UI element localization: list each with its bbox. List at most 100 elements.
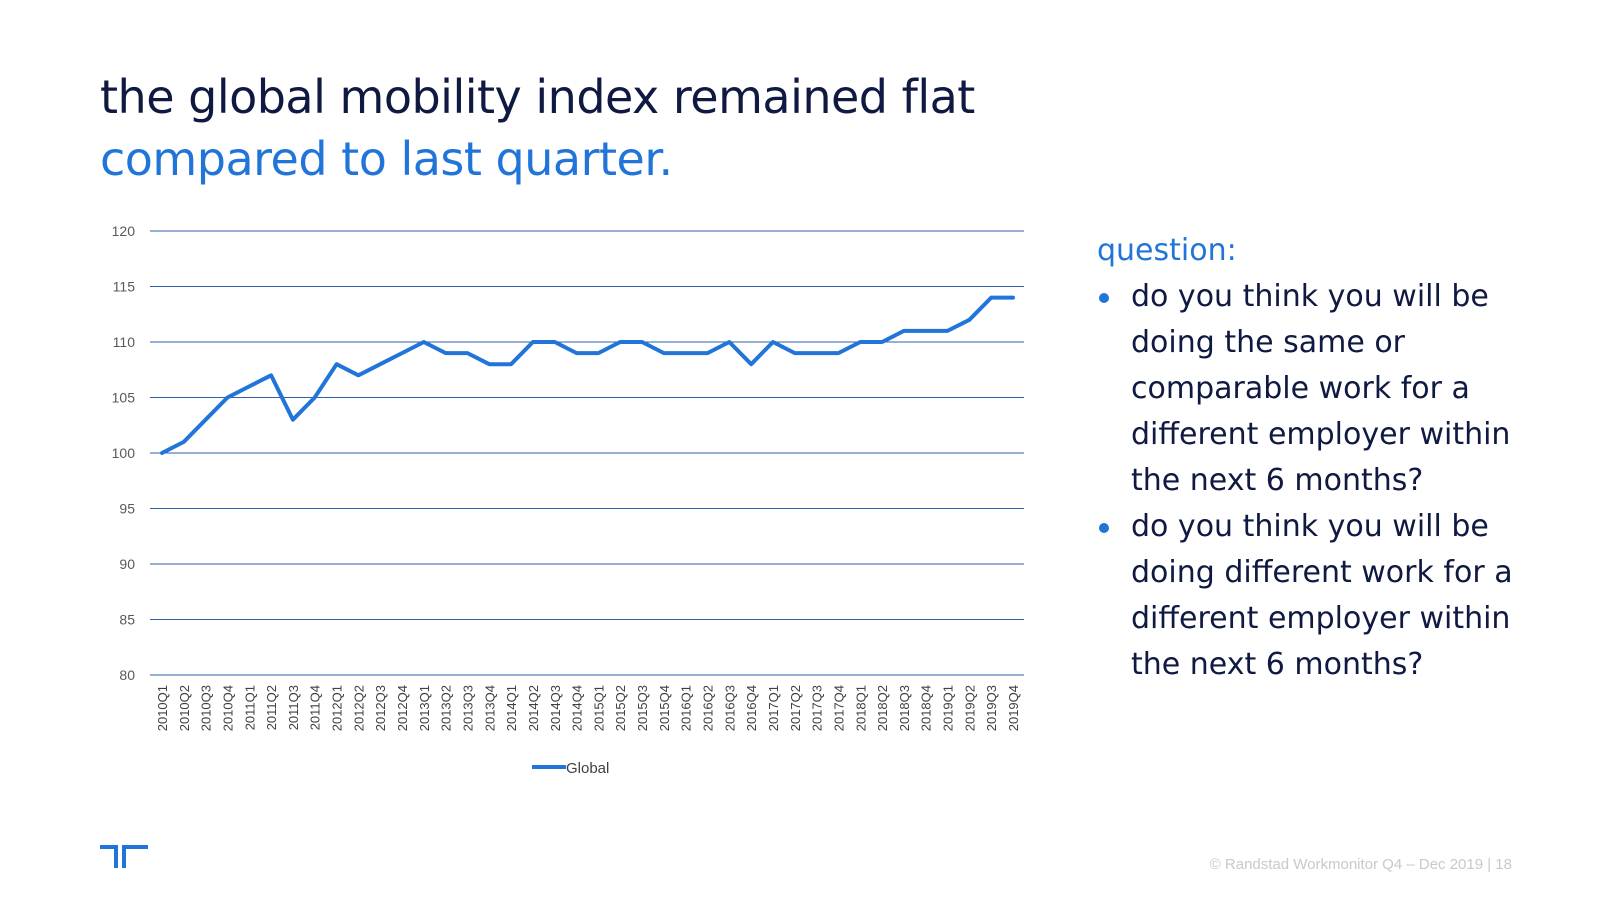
data-point [161,452,163,454]
x-tick-label: 2017Q2 [788,685,803,731]
y-tick-label: 85 [119,612,135,628]
data-point [968,319,970,321]
data-point [641,341,643,343]
data-point [466,352,468,354]
data-point [663,352,665,354]
x-tick-label: 2016Q2 [701,685,716,731]
data-point [226,397,228,398]
x-tick-label: 2019Q4 [1006,685,1021,731]
x-tick-label: 2014Q2 [526,685,541,731]
data-point [990,297,992,299]
x-tick-label: 2011Q4 [308,685,323,730]
data-point [1012,297,1014,299]
data-point [794,352,796,354]
x-tick-label: 2012Q3 [373,685,388,731]
x-tick-label: 2018Q3 [897,685,912,731]
data-point [772,341,774,343]
data-point [925,330,927,332]
y-tick-label: 110 [113,334,136,350]
data-point [183,441,185,443]
x-tick-label: 2017Q4 [831,685,846,731]
data-point [423,341,425,343]
y-tick-label: 115 [113,279,136,295]
x-tick-label: 2013Q3 [460,685,475,731]
data-point [379,363,381,365]
x-tick-label: 2011Q3 [286,685,301,730]
y-tick-label: 80 [119,667,135,683]
x-tick-label: 2018Q4 [919,685,934,731]
x-tick-label: 2013Q4 [482,685,497,731]
title-line-1: the global mobility index remained flat [100,70,975,124]
x-tick-label: 2019Q3 [984,685,999,731]
x-tick-label: 2019Q1 [941,685,956,731]
data-point [597,352,599,354]
question-label: question: [1097,233,1237,268]
x-tick-label: 2012Q4 [395,685,410,731]
data-point [488,363,490,365]
data-point [510,363,512,365]
footer-copyright: © Randstad Workmonitor Q4 – Dec 2019 | 1… [1209,856,1512,873]
data-point [532,341,534,343]
x-tick-label: 2016Q1 [679,685,694,731]
x-tick-label: 2013Q2 [439,685,454,731]
data-point [816,352,818,354]
x-tick-label: 2016Q4 [744,685,759,731]
data-point [903,330,905,332]
data-point [554,341,556,343]
data-point [205,419,207,421]
y-tick-label: 90 [119,556,135,572]
data-point [750,363,752,365]
x-tick-label: 2013Q1 [417,685,432,731]
y-tick-label: 95 [119,501,135,517]
x-tick-label: 2015Q4 [657,685,672,731]
question-item-1: do you think you will be doing the same … [1097,274,1557,504]
data-point [881,341,883,343]
x-tick-label: 2011Q2 [264,685,279,730]
x-tick-label: 2018Q2 [875,685,890,731]
data-point [576,352,578,354]
x-tick-label: 2012Q1 [330,685,345,731]
x-tick-label: 2012Q2 [351,685,366,731]
question-list: do you think you will be doing the same … [1097,274,1557,688]
series-line-global [160,295,1015,455]
question-panel: question: do you think you will be doing… [1097,228,1557,688]
x-tick-label: 2018Q1 [853,685,868,731]
x-tick-label: 2015Q1 [591,685,606,731]
x-tick-label: 2010Q4 [220,685,235,731]
x-tick-label: 2015Q3 [635,685,650,731]
x-tick-label: 2016Q3 [722,685,737,731]
data-point [401,352,403,354]
bullet-icon [1099,293,1109,303]
data-point [859,341,861,343]
x-tick-label: 2019Q2 [962,685,977,731]
data-point [685,352,687,354]
data-point [707,352,709,354]
data-point [357,374,359,376]
data-point [336,363,338,365]
title-line-2: compared to last quarter. [100,132,673,186]
data-point [270,374,272,376]
x-tick-label: 2015Q2 [613,685,628,731]
data-point [314,397,316,398]
x-tick-label: 2014Q3 [548,685,563,731]
y-tick-label: 100 [112,445,136,461]
x-tick-label: 2014Q1 [504,685,519,731]
legend-label: Global [566,760,609,777]
data-point [619,341,621,343]
data-point [728,341,730,343]
question-text-1: do you think you will be doing the same … [1131,279,1511,498]
x-tick-label: 2010Q2 [177,685,192,731]
y-tick-label: 120 [112,223,136,239]
question-text-2: do you think you will be doing different… [1131,509,1513,682]
data-point [837,352,839,354]
question-item-2: do you think you will be doing different… [1097,504,1557,688]
data-point [947,330,949,332]
randstad-logo-icon [100,842,148,872]
x-tick-label: 2010Q1 [155,685,170,731]
data-point [248,385,250,387]
x-tick-label: 2011Q1 [242,685,257,730]
data-point [445,352,447,354]
y-tick-label: 105 [112,390,136,406]
mobility-index-chart: 80 85 90 95 100 105 110 115 120 2010Q1 2010Q2 2010Q… [112,223,1024,777]
bullet-icon [1099,523,1109,533]
